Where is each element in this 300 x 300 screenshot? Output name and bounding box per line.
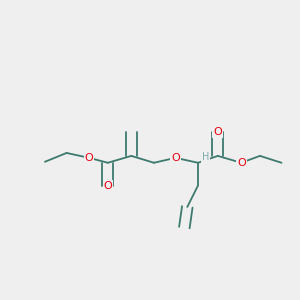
Text: O: O <box>85 153 94 163</box>
Text: O: O <box>171 153 180 163</box>
Text: O: O <box>103 181 112 191</box>
Text: O: O <box>237 158 246 168</box>
Text: H: H <box>202 152 209 163</box>
Text: O: O <box>213 127 222 137</box>
